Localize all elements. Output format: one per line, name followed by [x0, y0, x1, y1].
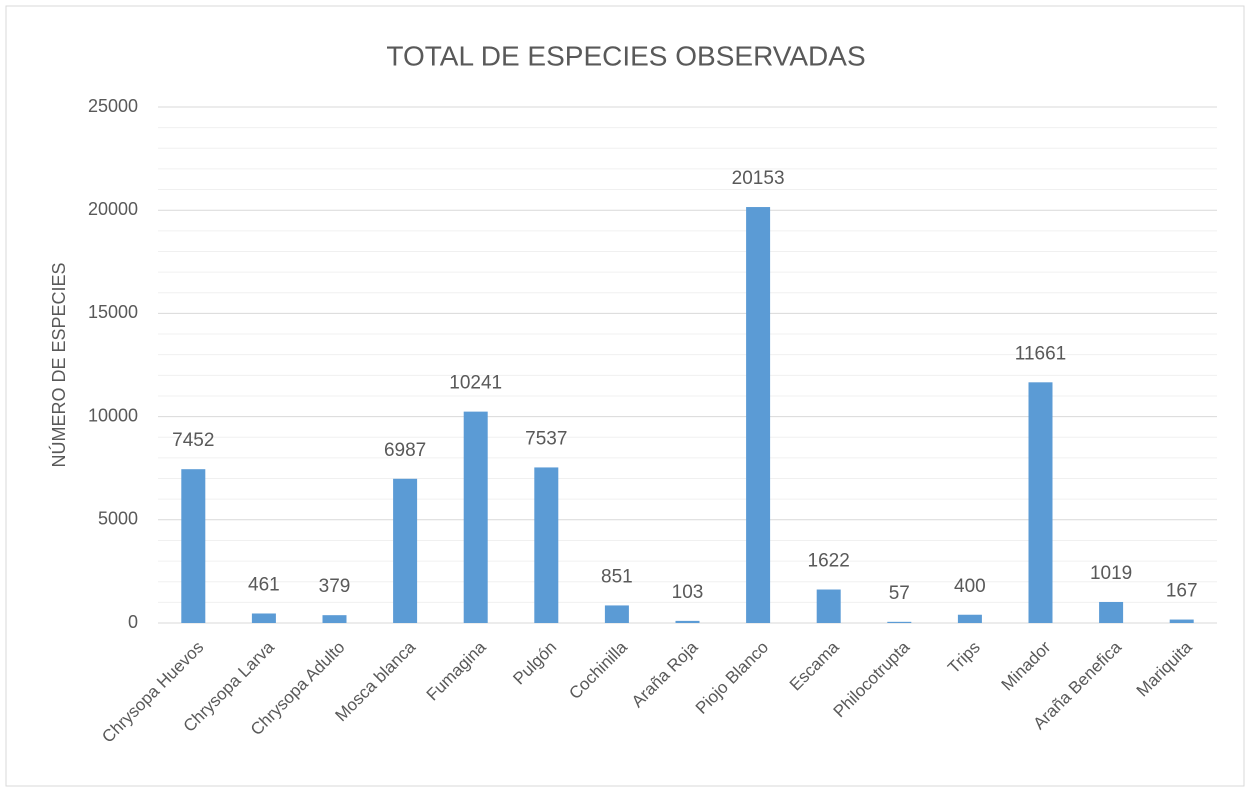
value-label: 461 — [248, 575, 280, 596]
bar — [1169, 619, 1194, 623]
value-label: 167 — [1166, 581, 1198, 602]
value-label: 1622 — [808, 551, 850, 572]
value-label: 11661 — [1015, 343, 1066, 364]
value-label: 379 — [319, 576, 351, 597]
y-tick-label: 5000 — [98, 509, 138, 529]
value-label: 7537 — [525, 428, 567, 449]
bar — [957, 614, 982, 623]
value-label: 6987 — [384, 440, 426, 461]
bar — [816, 589, 841, 623]
value-label: 10241 — [449, 373, 502, 394]
y-tick-label: 15000 — [88, 302, 138, 322]
bar — [322, 615, 347, 623]
chart-title: TOTAL DE ESPECIES OBSERVADAS — [386, 40, 865, 71]
y-axis-label: NÚMERO DE ESPECIES — [48, 262, 69, 467]
value-label: 57 — [889, 583, 910, 604]
y-tick-label: 25000 — [88, 96, 138, 116]
value-label: 1019 — [1090, 563, 1132, 584]
value-label: 851 — [601, 566, 633, 587]
bar — [181, 469, 206, 623]
value-label: 400 — [954, 576, 986, 597]
value-label: 103 — [672, 582, 704, 603]
bar — [534, 467, 559, 623]
bar — [393, 478, 418, 623]
bar — [251, 613, 276, 623]
y-tick-label: 0 — [128, 612, 138, 632]
bar — [1099, 601, 1124, 623]
bar — [887, 621, 912, 623]
value-label: 20153 — [732, 168, 785, 189]
bar — [1028, 382, 1053, 623]
bar — [463, 411, 488, 623]
value-label: 7452 — [172, 430, 214, 451]
bar — [675, 620, 700, 623]
y-tick-label: 20000 — [88, 199, 138, 219]
y-tick-label: 10000 — [88, 405, 138, 425]
bar — [746, 207, 771, 623]
bar — [604, 605, 629, 623]
